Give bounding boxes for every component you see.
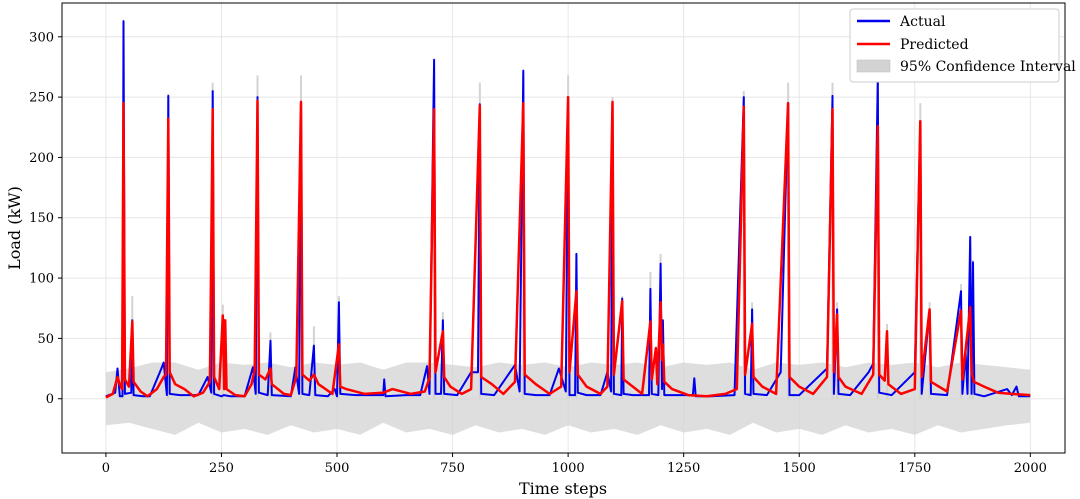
series-line-predicted bbox=[105, 95, 1031, 399]
y-tick-label: 300 bbox=[29, 30, 54, 45]
y-tick-label: 250 bbox=[29, 91, 54, 106]
y-axis-label: Load (kW) bbox=[5, 186, 24, 270]
x-tick-label: 750 bbox=[440, 461, 465, 476]
x-tick-label: 1500 bbox=[783, 461, 816, 476]
x-tick-label: 0 bbox=[102, 461, 110, 476]
series-lines bbox=[105, 20, 1031, 399]
series-line-actual bbox=[105, 20, 1031, 398]
x-tick-label: 250 bbox=[209, 461, 234, 476]
x-tick-label: 2000 bbox=[1014, 461, 1047, 476]
legend: Actual Predicted 95% Confidence Interval bbox=[849, 8, 1076, 83]
legend-interval-swatch bbox=[856, 59, 891, 73]
x-tick-label: 1000 bbox=[552, 461, 585, 476]
y-axis-ticks: 0 50 100 150 200 250 300 bbox=[29, 30, 62, 407]
legend-actual-label: Actual bbox=[899, 14, 946, 30]
x-tick-label: 500 bbox=[325, 461, 350, 476]
y-tick-label: 100 bbox=[29, 272, 54, 287]
y-tick-label: 50 bbox=[37, 332, 54, 347]
x-axis-ticks: 0 250 500 750 1000 1250 1500 1750 2000 bbox=[102, 453, 1047, 476]
x-axis-label: Time steps bbox=[519, 479, 607, 498]
legend-predicted-label: Predicted bbox=[900, 37, 969, 53]
y-tick-label: 0 bbox=[46, 392, 54, 407]
legend-box bbox=[849, 8, 1060, 83]
plot-frame bbox=[61, 2, 1066, 454]
y-tick-label: 150 bbox=[29, 211, 54, 226]
x-tick-label: 1750 bbox=[898, 461, 931, 476]
y-tick-label: 200 bbox=[29, 151, 54, 166]
legend-interval-label: 95% Confidence Interval bbox=[900, 59, 1076, 75]
x-tick-label: 1250 bbox=[667, 461, 700, 476]
